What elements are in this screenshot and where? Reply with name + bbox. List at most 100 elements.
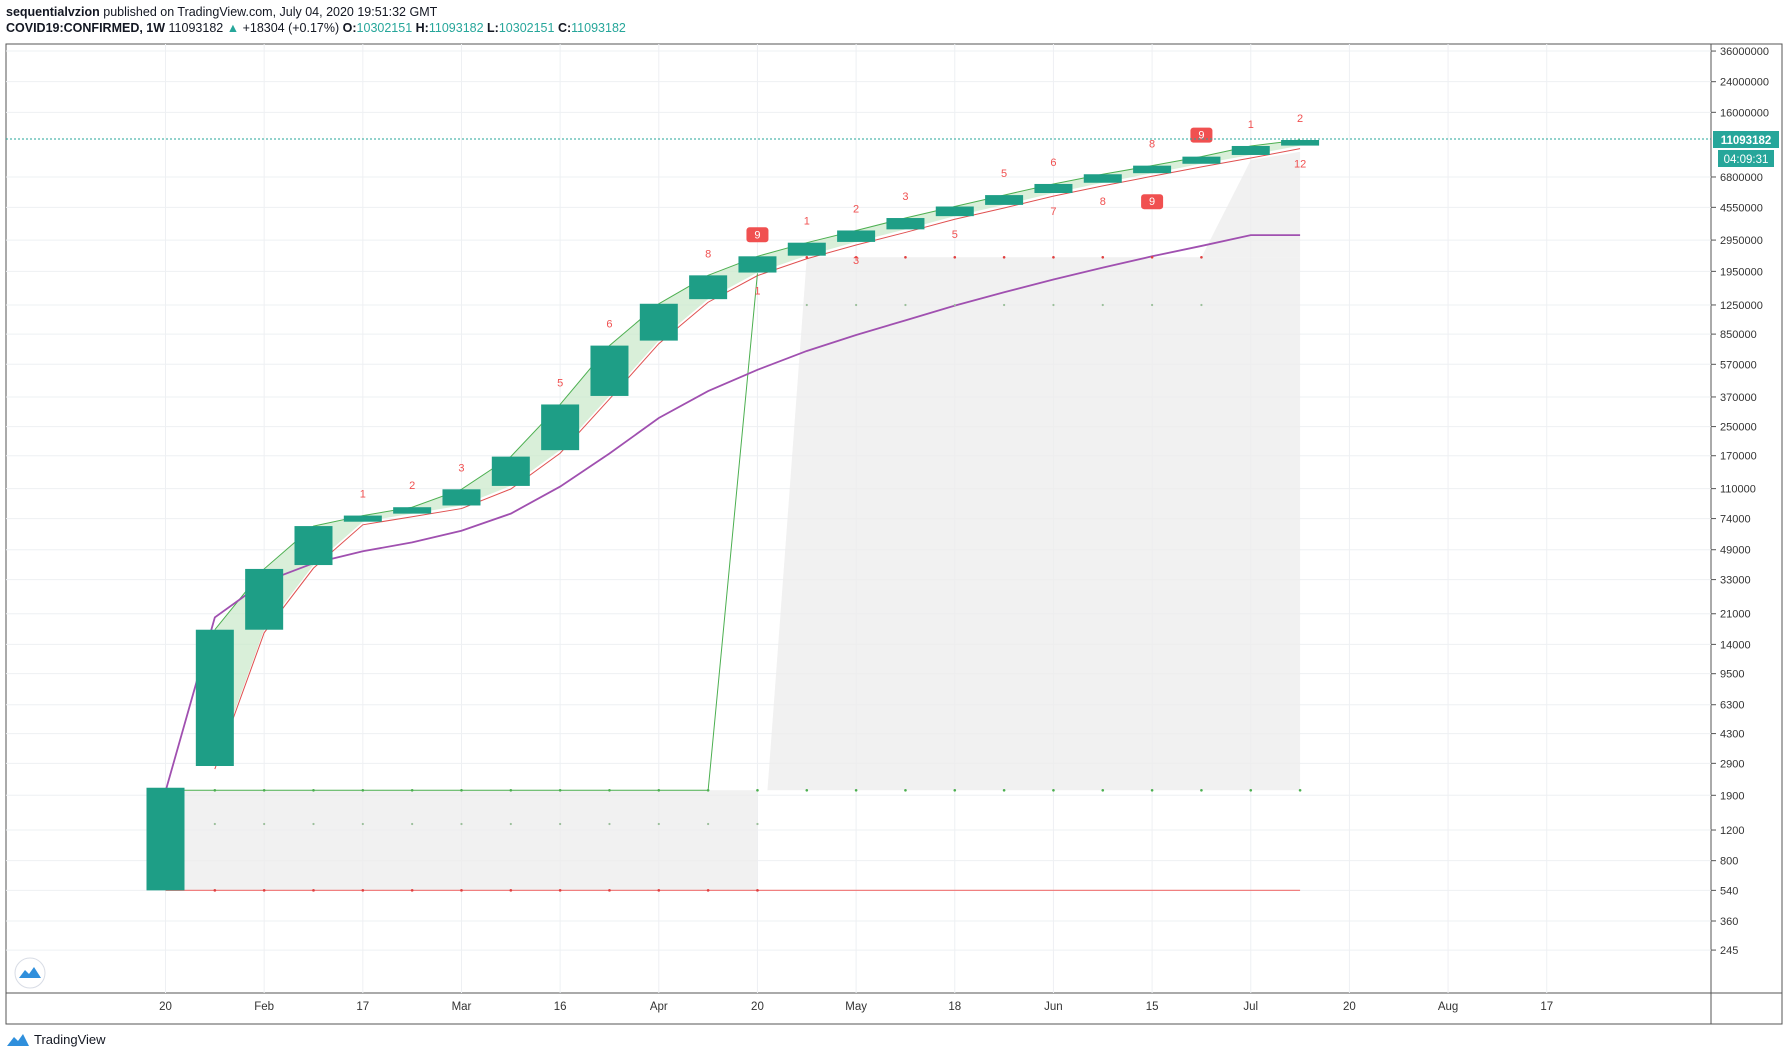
support-dot [657, 788, 661, 792]
x-tick-label: 18 [948, 1001, 961, 1013]
resistance-dot [509, 889, 513, 892]
count-label: 1 [360, 489, 366, 501]
y-tick-label: 4550000 [1720, 202, 1763, 214]
support-dot [410, 788, 414, 792]
x-tick-label: Mar [452, 1001, 472, 1013]
x-tick-label: 15 [1146, 1001, 1159, 1013]
publisher-name[interactable]: sequentialvzion [6, 5, 100, 19]
y-tick-label: 370000 [1720, 392, 1757, 404]
count-label: 12 [1294, 159, 1306, 171]
level-dot [707, 822, 710, 826]
candle [1231, 145, 1270, 155]
level-dot [1003, 303, 1006, 307]
resistance-dot [854, 255, 858, 259]
resistance-dot [608, 889, 611, 892]
last-price: 11093182 [168, 21, 224, 35]
level-dot [263, 822, 266, 826]
support-zone-3 [1201, 151, 1301, 258]
x-tick-label: Feb [254, 1001, 274, 1013]
level-dot [460, 822, 463, 826]
candle [639, 303, 678, 341]
candle [689, 275, 728, 300]
tradingview-logo-icon[interactable] [14, 957, 46, 989]
support-dot [608, 788, 611, 792]
level-dot [1151, 303, 1154, 307]
support-dot [558, 788, 562, 792]
y-tick-label: 24000000 [1720, 77, 1769, 89]
candle [935, 206, 974, 217]
count-label: 2 [409, 480, 415, 492]
level-dot [855, 303, 858, 307]
candle [1083, 174, 1122, 183]
resistance-dot [460, 889, 463, 892]
support-dot [1052, 788, 1055, 792]
sequential-fills [165, 140, 1301, 891]
x-tick-label: May [845, 1001, 867, 1013]
symbol-name[interactable]: COVID19:CONFIRMED, 1W [6, 21, 166, 35]
close-value: 11093182 [571, 21, 626, 35]
candle [245, 568, 284, 630]
level-dot [608, 822, 611, 826]
symbol-legend: COVID19:CONFIRMED, 1W 11093182 ▲ +18304 … [6, 20, 626, 36]
support-zone-2 [767, 257, 1301, 791]
y-tick-label: 21000 [1720, 609, 1751, 621]
y-tick-label: 14000 [1720, 639, 1751, 651]
time-axis[interactable]: 20 Feb 17 Mar 16 Apr 20 May 18 Jun 15 Jul 20 Aug 17 [159, 1001, 1553, 1013]
y-tick-label: 4300 [1720, 729, 1744, 741]
level-dot [805, 303, 808, 307]
count-label: 3 [458, 462, 464, 474]
level-dot [756, 822, 759, 826]
candle [343, 515, 382, 522]
high-value: 11093182 [428, 21, 484, 35]
brand-label: TradingView [34, 1032, 106, 1047]
y-tick-label: 1950000 [1720, 266, 1763, 278]
y-tick-label: 250000 [1720, 422, 1757, 434]
level-dot [904, 303, 907, 307]
resistance-dot [213, 889, 217, 892]
y-tick-label: 2950000 [1720, 235, 1763, 247]
support-dot [1002, 788, 1006, 792]
support-dot [312, 788, 315, 792]
y-tick-label: 170000 [1720, 451, 1757, 463]
count-label: 3 [902, 191, 908, 203]
close-label: C: [557, 21, 572, 35]
x-tick-label: Apr [650, 1001, 668, 1013]
level-dots [213, 255, 1302, 892]
candle [1281, 140, 1320, 146]
candles [146, 140, 1320, 891]
level-dot [559, 822, 562, 826]
x-tick-label: Aug [1438, 1001, 1458, 1013]
y-tick-label: 850000 [1720, 329, 1757, 341]
tradingview-brand-icon [7, 1033, 29, 1046]
x-tick-label: 16 [554, 1001, 567, 1013]
count-label: 6 [606, 319, 612, 331]
level-dot [953, 303, 956, 307]
level-dot [213, 822, 216, 826]
count-label: 7 [1050, 206, 1056, 218]
x-tick-label: 17 [1540, 1001, 1553, 1013]
open-value: 10302151 [356, 21, 413, 35]
support-dot [805, 788, 809, 792]
level-dot [1200, 303, 1203, 307]
count-badge-label: 9 [1149, 196, 1155, 208]
resistance-dot [312, 889, 315, 892]
footer-brand[interactable]: TradingView [6, 1032, 106, 1047]
x-tick-label: 17 [356, 1001, 369, 1013]
y-tick-label: 360 [1720, 916, 1738, 928]
candle [393, 507, 432, 514]
y-tick-label: 74000 [1720, 514, 1751, 526]
resistance-dot [262, 889, 266, 892]
y-tick-label: 6800000 [1720, 172, 1763, 184]
change-value: +18304 (+0.17%) [242, 21, 340, 35]
y-tick-label: 33000 [1720, 575, 1751, 587]
price-axis[interactable]: 36000000 24000000 16000000 6800000 4550000 29… [1711, 46, 1769, 957]
support-dot [460, 788, 463, 792]
open-label: O: [342, 21, 357, 35]
resistance-dot [558, 889, 562, 892]
candle [1034, 183, 1073, 194]
level-dot [312, 822, 315, 826]
x-tick-label: 20 [1343, 1001, 1356, 1013]
y-tick-label: 49000 [1720, 545, 1751, 557]
count-label: 8 [1149, 139, 1155, 151]
